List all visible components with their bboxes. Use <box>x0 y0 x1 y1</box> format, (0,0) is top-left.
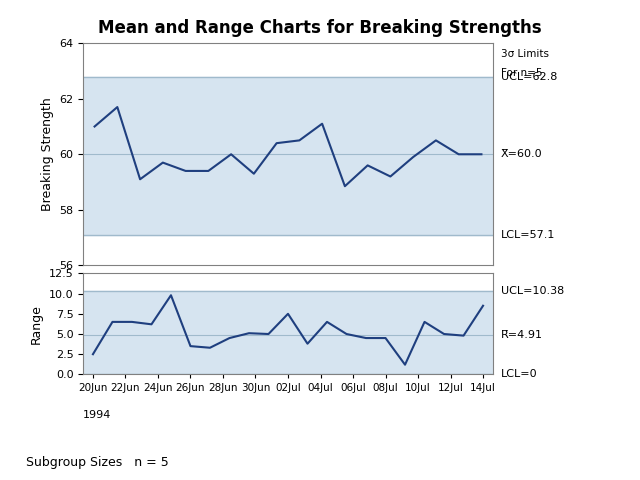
Text: X̅=60.0: X̅=60.0 <box>501 149 543 159</box>
Text: For n=5: For n=5 <box>501 68 543 78</box>
Text: 3σ Limits: 3σ Limits <box>501 49 549 59</box>
Bar <box>83 76 493 235</box>
Text: Mean and Range Charts for Breaking Strengths: Mean and Range Charts for Breaking Stren… <box>98 19 542 37</box>
Y-axis label: Range: Range <box>30 304 43 344</box>
Y-axis label: Breaking Strength: Breaking Strength <box>41 97 54 211</box>
Text: UCL=10.38: UCL=10.38 <box>501 286 564 296</box>
Text: LCL=0: LCL=0 <box>501 370 538 379</box>
Bar <box>83 290 493 374</box>
Text: R̅=4.91: R̅=4.91 <box>501 330 543 340</box>
Text: UCL=62.8: UCL=62.8 <box>501 72 557 82</box>
Text: 1994: 1994 <box>83 410 111 420</box>
Text: LCL=57.1: LCL=57.1 <box>501 230 556 240</box>
Text: Subgroup Sizes   n = 5: Subgroup Sizes n = 5 <box>26 456 168 468</box>
